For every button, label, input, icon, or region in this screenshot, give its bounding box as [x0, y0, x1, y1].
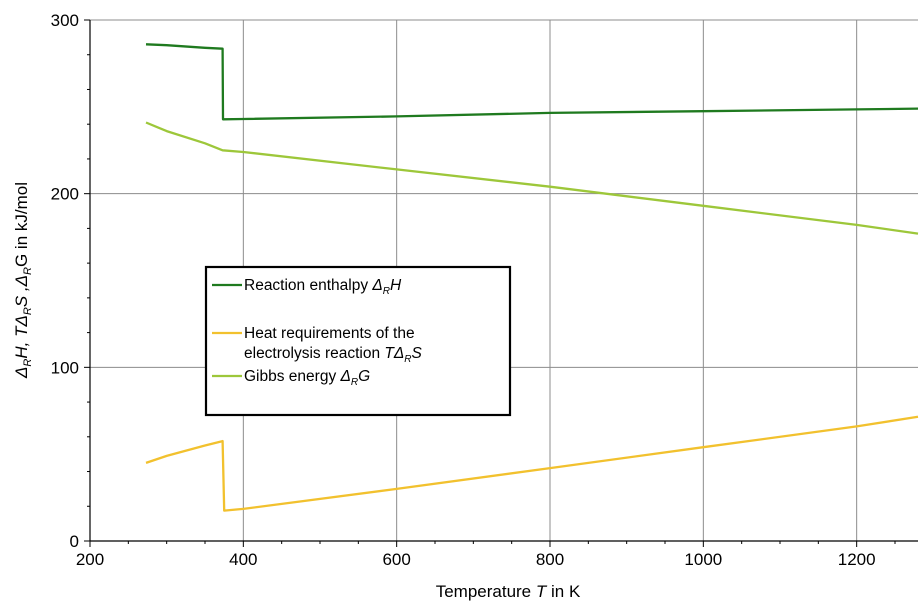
x-tick-label: 800 [536, 550, 564, 569]
y-axis-label: ΔRH, TΔRS ,ΔRG in kJ/mol [12, 182, 34, 379]
y-tick-label: 300 [51, 11, 79, 30]
legend-label-heat-line2: electrolysis reaction TΔRS [244, 345, 423, 365]
y-ticks: 0 100 200 300 [51, 11, 90, 551]
x-ticks: 200 400 600 800 1000 1200 [76, 541, 896, 569]
x-tick-label: 1200 [838, 550, 876, 569]
legend-box [204, 265, 512, 417]
x-tick-label: 600 [382, 550, 410, 569]
legend-label-heat-line1: Heat requirements of the [244, 325, 415, 342]
y-tick-label: 200 [51, 185, 79, 204]
x-axis-label: Temperature T in K [436, 582, 581, 601]
series-line-gibbs [145, 121, 919, 235]
legend-label-gibbs: Gibbs energy ΔRG [244, 368, 370, 388]
y-tick-label: 0 [70, 532, 79, 551]
x-tick-label: 400 [229, 550, 257, 569]
x-tick-label: 200 [76, 550, 104, 569]
series-line-enthalpy [145, 43, 919, 121]
legend: Reaction enthalpy ΔRH Heat requirements … [204, 265, 512, 417]
x-tick-label: 1000 [684, 550, 722, 569]
y-tick-label: 100 [51, 358, 79, 377]
legend-label-enthalpy: Reaction enthalpy ΔRH [244, 277, 402, 297]
series-lines [145, 43, 919, 512]
series-line-heat [145, 415, 919, 512]
